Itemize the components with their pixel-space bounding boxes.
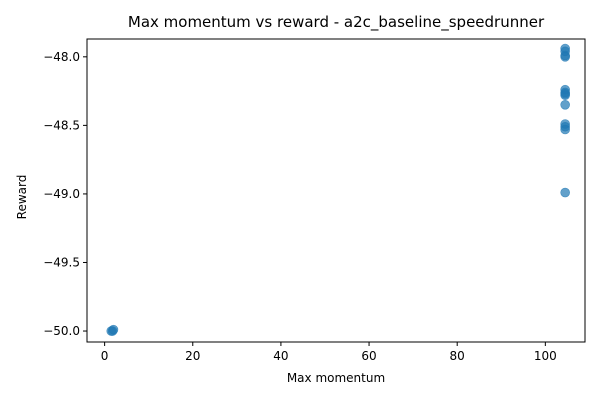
plot-frame (86, 38, 586, 343)
x-tick-label: 60 (361, 349, 376, 363)
x-tick-label: 100 (534, 349, 557, 363)
y-tick-label: −48.0 (43, 50, 80, 64)
x-tick-label: 40 (273, 349, 288, 363)
y-axis-ticks: −50.0 −49.5 −49.0 −48.5 −48.0 (43, 50, 87, 338)
data-points (106, 43, 570, 336)
y-tick-label: −50.0 (43, 324, 80, 338)
x-tick-label: 80 (450, 349, 465, 363)
plot-area (86, 38, 586, 343)
scatter-point (560, 90, 570, 101)
y-tick-label: −49.5 (43, 255, 80, 269)
chart-title: Max momentum vs reward - a2c_baseline_sp… (128, 13, 545, 32)
x-axis-ticks: 0 20 40 60 80 100 (101, 342, 557, 363)
scatter-point (560, 124, 570, 135)
x-axis-label: Max momentum (287, 371, 385, 385)
x-tick-label: 20 (185, 349, 200, 363)
x-tick-label: 0 (101, 349, 109, 363)
scatter-point (108, 324, 119, 335)
scatter-point (560, 52, 570, 62)
y-tick-label: −48.5 (43, 118, 80, 132)
y-tick-label: −49.0 (43, 187, 80, 201)
scatter-point (560, 187, 570, 198)
scatter-point (560, 100, 570, 110)
y-axis-label: Reward (15, 175, 29, 220)
